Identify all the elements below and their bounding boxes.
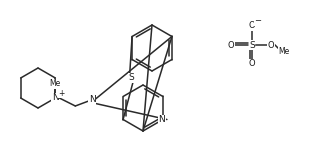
Text: −: − — [255, 16, 262, 26]
Text: S: S — [249, 40, 255, 50]
Text: N: N — [52, 94, 59, 102]
Text: O: O — [249, 60, 255, 68]
Text: S: S — [129, 73, 135, 82]
Text: Me: Me — [278, 47, 290, 55]
Text: O: O — [249, 21, 255, 31]
Text: N: N — [158, 115, 165, 124]
Text: +: + — [58, 88, 64, 98]
Text: N: N — [89, 96, 96, 104]
Text: O: O — [268, 40, 274, 50]
Text: O: O — [228, 40, 234, 50]
Text: Me: Me — [50, 80, 61, 88]
